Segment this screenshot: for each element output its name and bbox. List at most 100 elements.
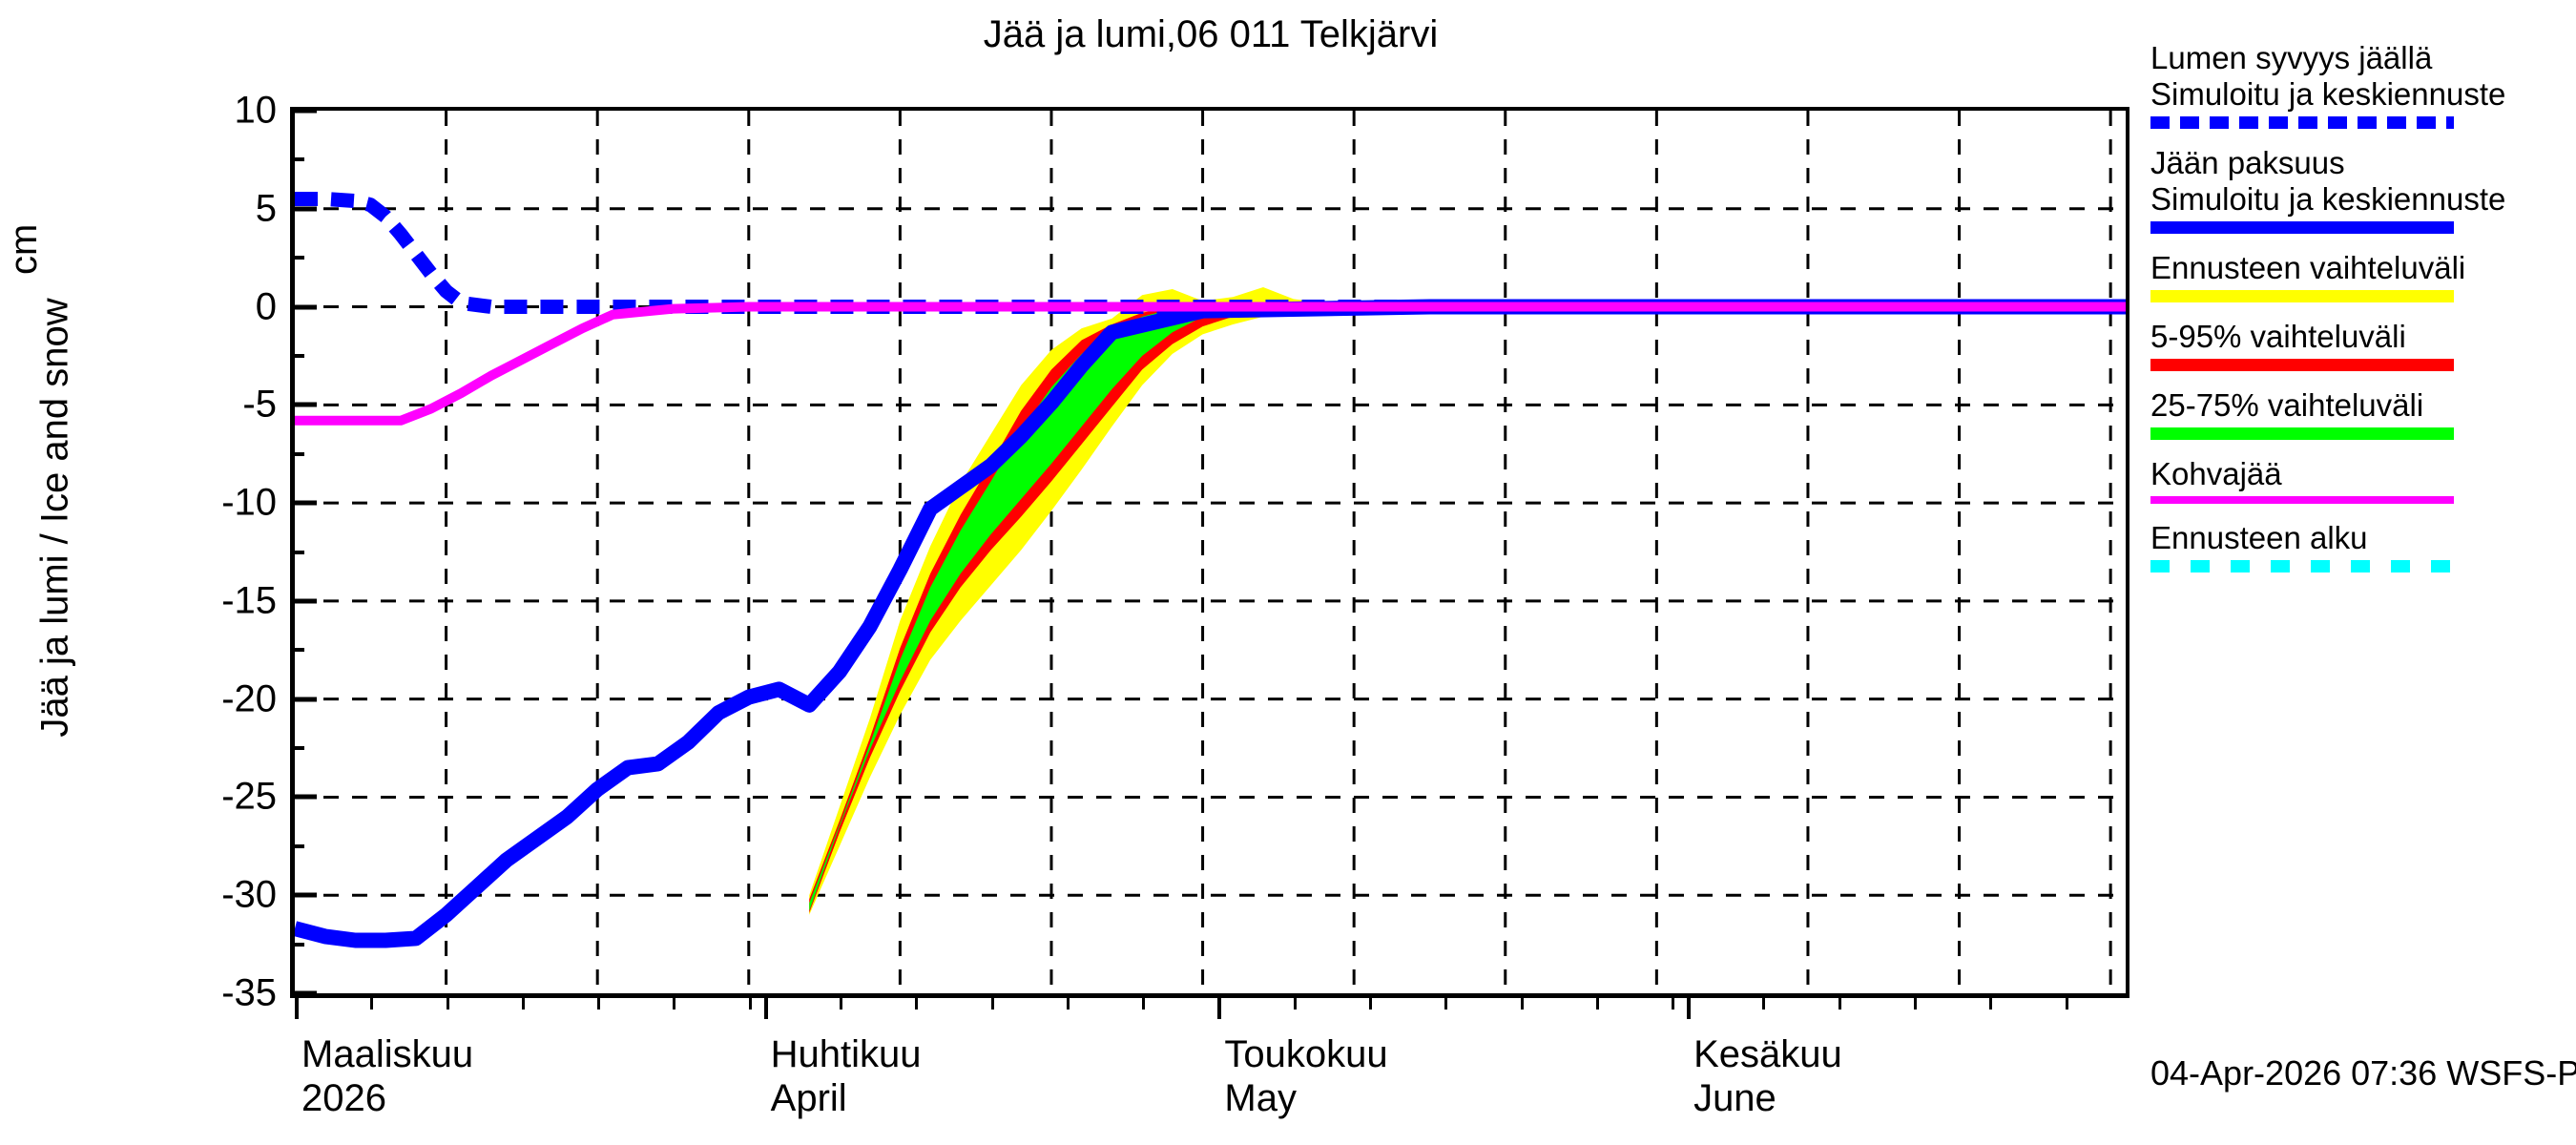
- x-axis-tick-minor: [1838, 998, 1841, 1010]
- y-axis-tick-labels: 10 5 0 -5 -10 -15 -20 -25 -30 -35: [95, 90, 277, 1014]
- x-axis-tick-minor: [521, 998, 525, 1010]
- forecast-band: [809, 306, 1203, 911]
- x-axis-tick-minor: [1989, 998, 1993, 1010]
- y-axis-tick-major: [290, 598, 317, 604]
- x-axis-month-label-fi: Huhtikuu: [770, 1033, 922, 1075]
- x-axis-tick-major: [1687, 998, 1692, 1019]
- y-axis-tick-major: [290, 697, 317, 702]
- y-axis-tick-label: -10: [221, 481, 277, 524]
- legend-label-secondary: Simuloitu ja keskiennuste: [2150, 181, 2506, 217]
- y-axis-tick-label: -5: [242, 383, 277, 426]
- legend-entry[interactable]: Jään paksuus Simuloitu ja keskiennuste: [2150, 145, 2576, 234]
- legend-label-secondary: Simuloitu ja keskiennuste: [2150, 76, 2506, 112]
- x-axis-month-label-fi: Toukokuu: [1224, 1033, 1388, 1075]
- x-axis-tick-minor: [915, 998, 919, 1010]
- footer-timestamp: 04-Apr-2026 07:36 WSFS-P: [2150, 1053, 2576, 1093]
- page-title: Jää ja lumi,06 011 Telkjärvi: [983, 13, 1439, 55]
- y-axis-tick-minor: [290, 550, 304, 554]
- legend-swatch: [2150, 427, 2454, 440]
- legend-label-primary: 25-75% vaihteluväli: [2150, 387, 2424, 423]
- series-line: [295, 192, 2126, 315]
- x-axis-month-label: Toukokuu May: [1224, 1032, 1387, 1120]
- legend-label-primary: Jään paksuus: [2150, 145, 2345, 180]
- y-axis-tick-major: [290, 108, 317, 114]
- y-axis-tick-minor: [290, 256, 304, 260]
- x-axis-tick-major: [295, 998, 299, 1019]
- chart-legend: Lumen syvyys jäällä Simuloitu ja keskienn…: [2150, 40, 2576, 589]
- y-axis-tick-label: 10: [234, 89, 278, 132]
- x-axis-tick-minor: [839, 998, 842, 1010]
- legend-label-primary: 5-95% vaihteluväli: [2150, 319, 2406, 354]
- y-axis-tick-minor: [290, 451, 304, 456]
- legend-label-primary: Lumen syvyys jäällä: [2150, 40, 2433, 75]
- series-line: [295, 302, 2126, 426]
- y-axis-tick-major: [290, 500, 317, 506]
- y-axis-tick-major: [290, 892, 317, 898]
- y-axis-tick-major: [290, 206, 317, 212]
- x-axis-month-label-en: 2026: [301, 1077, 386, 1119]
- x-axis-tick-minor: [990, 998, 994, 1010]
- y-axis-tick-label: -25: [221, 775, 277, 818]
- plot-inner: [295, 111, 2126, 993]
- x-axis-month-label: Huhtikuu April: [771, 1032, 922, 1120]
- legend-swatch: [2150, 290, 2454, 302]
- legend-entry[interactable]: 25-75% vaihteluväli: [2150, 387, 2576, 440]
- y-axis-tick-minor: [290, 843, 304, 848]
- legend-swatch: [2150, 496, 2454, 504]
- y-axis-ticks: [290, 107, 319, 998]
- x-axis-tick-minor: [1369, 998, 1373, 1010]
- y-axis-tick-minor: [290, 746, 304, 751]
- y-axis-tick-label: 0: [255, 285, 277, 328]
- x-axis-month-label-fi: Maaliskuu: [301, 1033, 474, 1075]
- gridlines: [295, 111, 2126, 993]
- x-axis-tick-major: [1217, 998, 1222, 1019]
- x-axis-tick-minor: [1142, 998, 1146, 1010]
- x-axis-tick-minor: [1913, 998, 1917, 1010]
- x-axis-month-label-en: June: [1693, 1077, 1776, 1119]
- y-axis-unit: cm: [3, 223, 45, 275]
- legend-entry[interactable]: Kohvajää: [2150, 456, 2576, 504]
- legend-swatch: [2150, 221, 2454, 234]
- x-axis-month-label-fi: Kesäkuu: [1693, 1033, 1842, 1075]
- x-axis-month-label: Maaliskuu 2026: [301, 1032, 473, 1120]
- legend-swatch: [2150, 560, 2454, 572]
- x-axis-tick-minor: [1293, 998, 1297, 1010]
- x-axis-month-label: Kesäkuu June: [1693, 1032, 1842, 1120]
- y-axis-tick-minor: [290, 157, 304, 162]
- x-axis-month-label-en: May: [1224, 1077, 1297, 1119]
- x-axis-tick-minor: [673, 998, 676, 1010]
- y-axis-tick-label: -30: [221, 873, 277, 916]
- x-axis-tick-major: [763, 998, 768, 1019]
- x-axis-tick-minor: [597, 998, 601, 1010]
- y-axis-tick-label: -35: [221, 971, 277, 1014]
- y-axis-tick-minor: [290, 942, 304, 947]
- y-axis-tick-label: 5: [255, 187, 277, 230]
- y-axis-tick-minor: [290, 648, 304, 653]
- x-axis-month-label-en: April: [770, 1077, 847, 1119]
- legend-label-primary: Ennusteen alku: [2150, 520, 2368, 555]
- x-axis-tick-minor: [748, 998, 752, 1010]
- series-line: [295, 299, 2126, 948]
- x-axis-tick-minor: [1520, 998, 1524, 1010]
- legend-entry[interactable]: 5-95% vaihteluväli: [2150, 319, 2576, 371]
- x-axis-tick-minor: [1066, 998, 1070, 1010]
- series-lines: [295, 192, 2126, 948]
- legend-entry[interactable]: Ennusteen alku: [2150, 520, 2576, 572]
- x-axis-tick-minor: [370, 998, 374, 1010]
- x-axis-tick-minor: [1444, 998, 1448, 1010]
- y-axis-tick-major: [290, 794, 317, 800]
- y-axis-tick-label: -15: [221, 579, 277, 622]
- legend-swatch: [2150, 359, 2454, 371]
- y-axis-tick-major: [290, 402, 317, 407]
- y-axis-tick-major: [290, 304, 317, 310]
- x-axis-tick-minor: [446, 998, 449, 1010]
- legend-entry[interactable]: Ennusteen vaihteluväli: [2150, 250, 2576, 302]
- y-axis-tick-label: -20: [221, 677, 277, 720]
- legend-swatch: [2150, 116, 2454, 129]
- x-axis-tick-minor: [1672, 998, 1675, 1010]
- legend-entry[interactable]: Lumen syvyys jäällä Simuloitu ja keskienn…: [2150, 40, 2576, 129]
- legend-label-primary: Kohvajää: [2150, 456, 2282, 491]
- x-axis-tick-labels: Maaliskuu 2026 Huhtikuu April Toukokuu May Kes…: [290, 1032, 2133, 1137]
- x-axis-tick-minor: [2065, 998, 2068, 1010]
- x-axis-tick-minor: [1595, 998, 1599, 1010]
